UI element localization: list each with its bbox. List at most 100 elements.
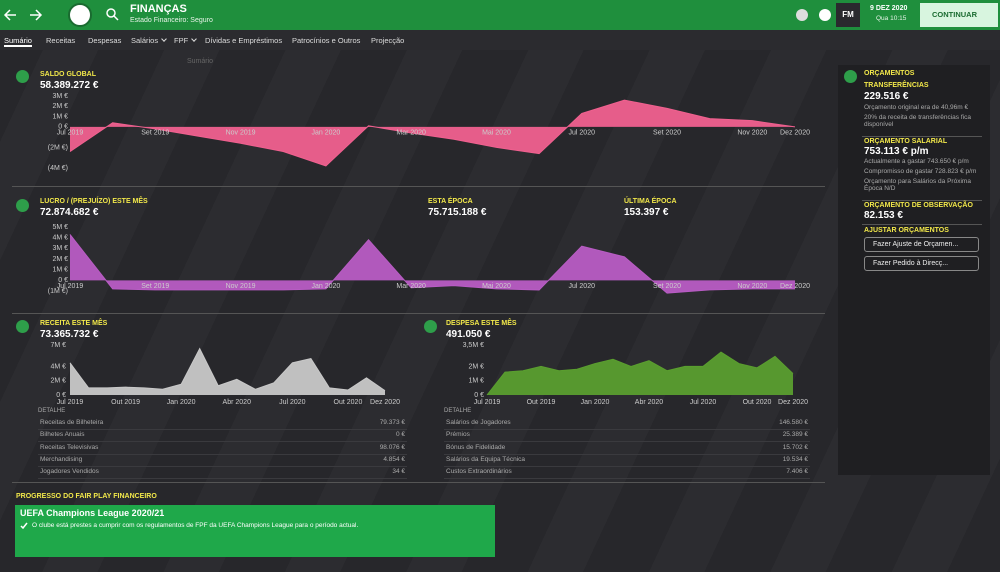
detail-value: 98.076 €: [379, 443, 405, 451]
label: ORÇAMENTO DE OBSERVAÇÃO: [864, 202, 973, 209]
x-tick-label: Nov 2019: [226, 283, 256, 290]
message: O clube está prestes a cumprir com os re…: [32, 522, 359, 529]
tab[interactable]: FPF: [174, 36, 198, 45]
competition: UEFA Champions League 2020/21: [20, 508, 165, 518]
row-line: [444, 429, 810, 430]
divider: [862, 200, 982, 201]
y-tick-label: (4M €): [48, 165, 68, 172]
row-line: [38, 478, 407, 480]
x-tick-label: Mai 2020: [482, 130, 511, 137]
y-tick-label: 2M €: [52, 256, 68, 263]
y-tick-label: (2M €): [48, 144, 68, 151]
area-fill: [70, 348, 385, 395]
chevron: [161, 36, 167, 42]
y-tick-label: 0 €: [56, 392, 66, 399]
x-tick-label: Jul 2020: [690, 399, 717, 406]
detail-label: Bónus de Fidelidade: [446, 443, 506, 451]
fm-badge[interactable]: FM: [836, 3, 860, 27]
dropdown-item[interactable]: Sumário: [187, 58, 214, 65]
area-line: [486, 351, 794, 396]
section-label: SALDO GLOBAL: [40, 71, 96, 78]
page-subtitle: Estado Financeiro: Seguro: [130, 17, 213, 24]
y-tick-label: 5M €: [52, 224, 68, 231]
y-tick-label: 4M €: [50, 363, 66, 370]
x-tick-label: Set 2019: [141, 283, 169, 290]
tab-bar: [0, 30, 1000, 50]
adjust-button[interactable]: Fazer Ajuste de Orçamen...: [864, 237, 979, 252]
y-tick-label: 4M €: [52, 235, 68, 242]
detail-value: 25.389 €: [782, 431, 808, 439]
section-value: 75.715.188 €: [428, 207, 487, 218]
icon[interactable]: [796, 9, 808, 21]
y-tick-label: 3,5M €: [463, 342, 485, 349]
tab[interactable]: Dívidas e Empréstimos: [205, 36, 283, 45]
area-fill: [487, 352, 793, 395]
detail-value: 34 €: [392, 468, 405, 476]
area-line: [69, 234, 795, 294]
y-tick-label: 2M €: [468, 363, 484, 370]
tab[interactable]: Patrocínios e Outros: [292, 36, 361, 45]
tab[interactable]: Sumário: [4, 36, 32, 47]
note: 20% da receita de transferências fica di…: [864, 114, 971, 128]
search-icon[interactable]: [98, 0, 122, 30]
divider: [862, 136, 982, 137]
icon: [16, 320, 29, 333]
tab[interactable]: Despesas: [88, 36, 122, 45]
page-title: FINANÇAS: [130, 3, 187, 15]
row-line: [444, 465, 810, 467]
section-value: 153.397 €: [624, 207, 669, 218]
value: 229.516 €: [864, 91, 909, 102]
request-button[interactable]: Fazer Pedido à Direcç...: [864, 256, 979, 271]
x-tick-label: Jan 2020: [311, 130, 340, 137]
help-icon[interactable]: [819, 9, 831, 21]
detail-value: 4.854 €: [383, 455, 405, 463]
club-logo: [68, 3, 92, 27]
y-tick-label: 0 €: [58, 124, 68, 131]
top-bar: FINANÇAS Estado Financeiro: Seguro FM 9 …: [0, 0, 1000, 30]
detail-value: 7.406 €: [786, 468, 808, 476]
section-value: 491.050 €: [446, 329, 491, 340]
x-tick-label: Nov 2020: [737, 283, 767, 290]
y-tick-label: 1M €: [52, 267, 68, 274]
y-tick-label: 3M €: [52, 245, 68, 252]
x-tick-label: Out 2019: [527, 399, 556, 406]
tab[interactable]: Projecção: [371, 36, 405, 45]
x-tick-label: Set 2020: [653, 283, 681, 290]
tab[interactable]: Receitas: [46, 36, 76, 45]
tab[interactable]: Salários: [131, 36, 167, 45]
detail-label: Receitas de Bilheteira: [40, 419, 104, 426]
section-label: PROGRESSO DO FAIR PLAY FINANCEIRO: [16, 493, 157, 500]
y-tick-label: 3M €: [52, 93, 68, 100]
icon: [16, 70, 29, 83]
detail-heading: DETALHE: [38, 408, 66, 414]
value: 753.113 € p/m: [864, 146, 929, 157]
row-line: [38, 441, 407, 443]
note: Orçamento original era de 40,96m €: [864, 104, 969, 111]
row-line: [444, 441, 810, 443]
note: Orçamento para Salários da Próxima Época…: [864, 178, 971, 192]
detail-label: Bilhetes Anuais: [40, 431, 85, 439]
y-tick-label: 2M €: [52, 103, 68, 110]
y-tick-label: 2M €: [50, 378, 66, 385]
note: Compromisso de gastar 728.823 € p/m: [864, 168, 977, 175]
nav-arrows[interactable]: [0, 0, 60, 30]
section-value: 73.365.732 €: [40, 329, 99, 340]
x-tick-label: Jan 2020: [581, 399, 610, 406]
label: ORÇAMENTO SALARIAL: [864, 138, 948, 145]
x-tick-label: Out 2019: [111, 399, 140, 406]
section-label: ÚLTIMA ÉPOCA: [624, 198, 677, 205]
x-tick-label: Jul 2019: [57, 283, 84, 290]
y-tick-label: 1M €: [52, 113, 68, 120]
x-tick-label: Dez 2020: [780, 130, 810, 137]
x-tick-label: Mar 2020: [396, 130, 426, 137]
detail-value: 79.373 €: [379, 419, 405, 426]
detail-heading: DETALHE: [444, 408, 472, 414]
section-label: DESPESA ESTE MÊS: [446, 320, 517, 327]
panel-title: ORÇAMENTOS: [864, 70, 915, 77]
y-tick-label: (1M €): [48, 288, 68, 295]
icon: [844, 70, 857, 83]
divider: [12, 313, 825, 314]
continue-button[interactable]: CONTINUAR: [920, 3, 998, 27]
check-icon: [20, 522, 28, 530]
